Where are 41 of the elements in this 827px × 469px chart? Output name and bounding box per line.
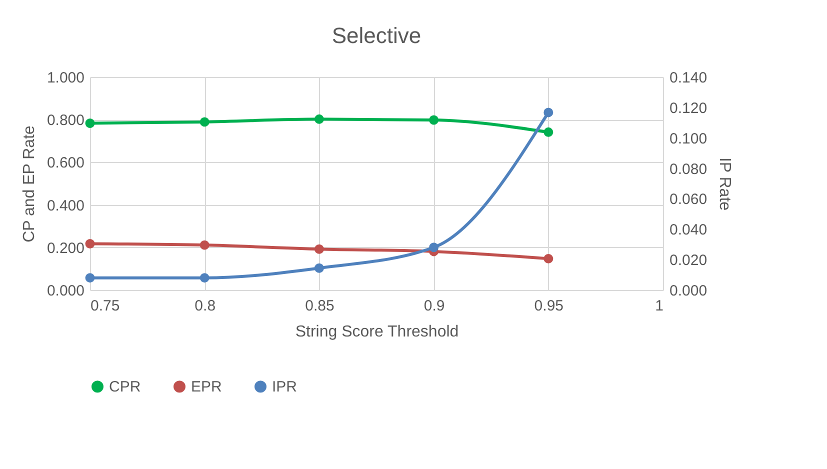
x-tick-label: 0.9	[424, 298, 445, 314]
y2-tick-label: 0.040	[670, 222, 708, 239]
point	[85, 118, 95, 128]
point	[314, 263, 324, 273]
legend-label: IPR	[272, 378, 298, 396]
x-tick-label: 0.95	[534, 298, 564, 314]
x-tick-label: 0.75	[90, 298, 120, 314]
legend-label: CPR	[109, 378, 141, 396]
point	[544, 254, 554, 264]
y2-tick-label: 0.120	[670, 100, 708, 117]
point	[544, 127, 554, 137]
x-tick-label: 1	[655, 298, 664, 314]
y-tick-label: 0.600	[46, 154, 84, 172]
y2-tick-label: 0.140	[670, 70, 708, 86]
point	[85, 273, 95, 283]
y-tick-label: 0.400	[46, 197, 84, 214]
point	[200, 117, 210, 127]
y2-axis-title: IP Rate	[716, 157, 734, 211]
point	[200, 273, 210, 283]
legend-label: EPR	[191, 378, 222, 396]
y2-tick-label: 0.020	[670, 252, 708, 270]
y2-tick-label: 0.060	[670, 191, 708, 208]
y2-tick-label: 0.080	[670, 160, 708, 178]
y-tick-label: 0.000	[46, 282, 84, 300]
point	[429, 242, 439, 252]
y-tick-label: 1.000	[46, 70, 84, 86]
y2-tick-label: 0.000	[670, 282, 708, 300]
y-tick-label: 0.200	[46, 240, 84, 257]
point	[200, 240, 210, 250]
y-axis-title: CP and EP Rate	[20, 125, 38, 242]
point	[429, 115, 439, 125]
y2-tick-label: 0.100	[670, 130, 708, 148]
x-tick-label: 0.8	[194, 298, 216, 314]
chart-title: Selective	[332, 23, 422, 48]
x-axis-title: String Score Threshold	[295, 324, 459, 340]
point	[314, 114, 324, 124]
x-tick-label: 0.85	[305, 298, 334, 314]
point	[314, 244, 324, 254]
point	[544, 108, 554, 118]
y-tick-label: 0.800	[46, 112, 84, 130]
point	[85, 239, 95, 249]
